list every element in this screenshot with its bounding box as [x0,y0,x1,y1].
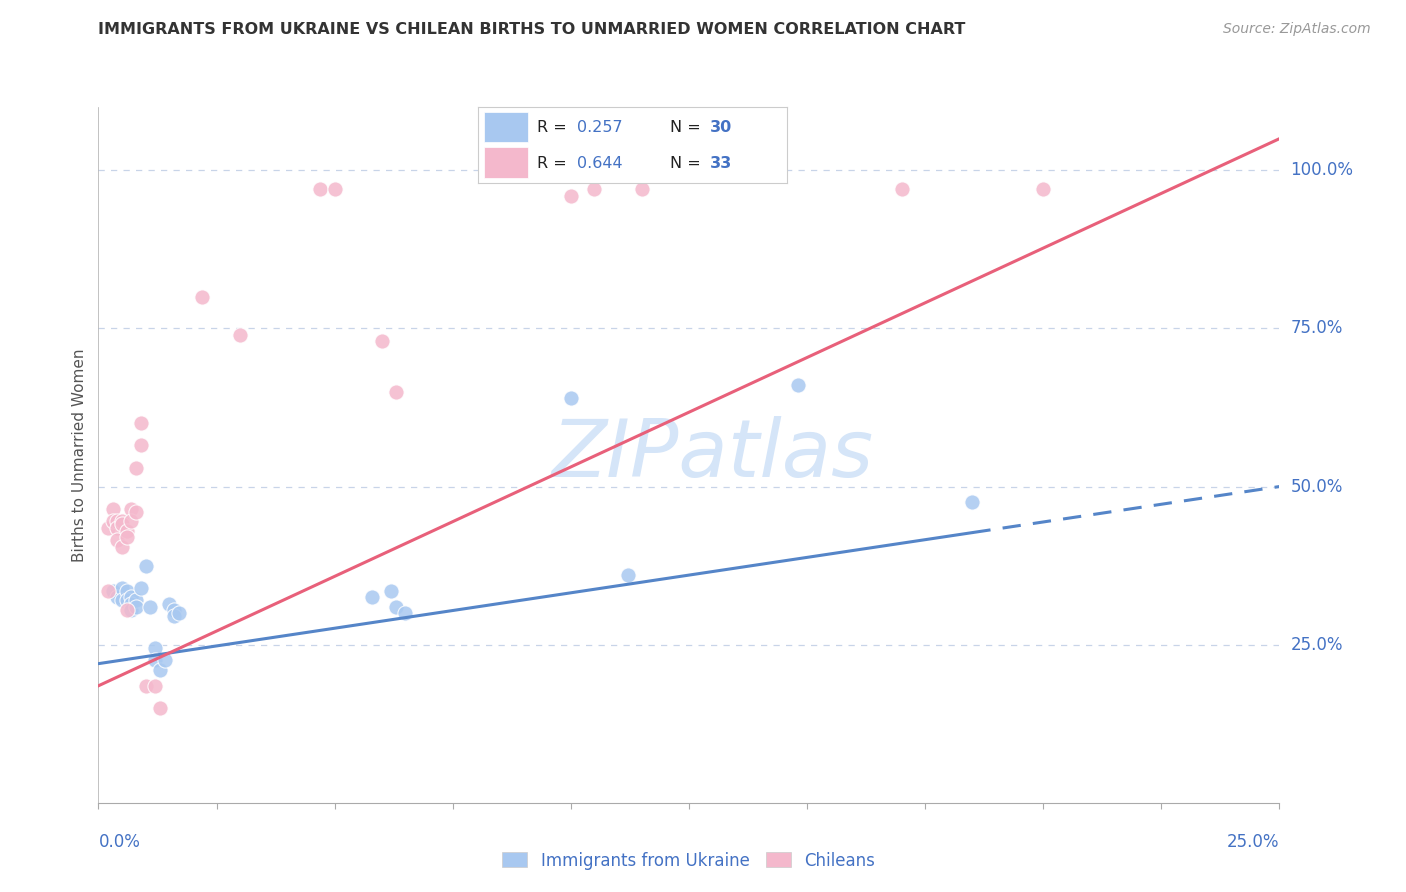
Point [361,591,384,605]
FancyBboxPatch shape [484,112,527,142]
Text: ZIPatlas: ZIPatlas [551,416,873,494]
Point [115,603,138,617]
Point [121,591,143,605]
Point [115,530,138,544]
Point [125,599,148,614]
Point [890,182,912,196]
Point [129,581,152,595]
Point [167,606,190,620]
Point [149,701,172,715]
Text: 33: 33 [710,155,733,170]
Point [630,182,652,196]
Point [163,603,186,617]
Text: N =: N = [669,155,706,170]
Point [121,501,143,516]
Point [129,438,152,452]
Point [139,599,162,614]
Point [97,583,120,598]
Point [121,514,143,528]
Text: 0.644: 0.644 [576,155,623,170]
Point [125,593,148,607]
Text: IMMIGRANTS FROM UKRAINE VS CHILEAN BIRTHS TO UNMARRIED WOMEN CORRELATION CHART: IMMIGRANTS FROM UKRAINE VS CHILEAN BIRTH… [98,22,966,37]
Point [560,188,582,202]
Point [111,517,134,532]
Text: 0.0%: 0.0% [98,833,141,851]
FancyBboxPatch shape [484,147,527,178]
Point [111,581,134,595]
Point [121,603,143,617]
Text: N =: N = [669,120,706,135]
Text: Source: ZipAtlas.com: Source: ZipAtlas.com [1223,22,1371,37]
Point [149,663,172,677]
Point [125,460,148,475]
Point [157,597,180,611]
Point [229,327,252,342]
Point [616,568,638,582]
Point [105,514,128,528]
Point [135,679,157,693]
Text: R =: R = [537,120,572,135]
Point [143,679,166,693]
Point [111,593,134,607]
Point [101,514,124,528]
Point [105,521,128,535]
Point [143,653,166,667]
Point [143,640,166,655]
Point [111,540,134,554]
Text: 25.0%: 25.0% [1291,636,1343,654]
Point [111,514,134,528]
Text: 25.0%: 25.0% [1227,833,1279,851]
Point [385,384,408,399]
Point [97,521,120,535]
Point [105,591,128,605]
Point [115,583,138,598]
Point [1032,182,1054,196]
Point [121,597,143,611]
Point [786,378,808,392]
Text: 50.0%: 50.0% [1291,477,1343,496]
Point [323,182,346,196]
Point [101,583,124,598]
Point [115,524,138,538]
Point [583,182,606,196]
Point [962,495,984,509]
Point [135,558,157,573]
Text: R =: R = [537,155,572,170]
Point [129,417,152,431]
Point [380,583,402,598]
Text: 0.257: 0.257 [576,120,623,135]
Point [115,593,138,607]
Point [560,391,582,405]
Point [125,505,148,519]
Point [105,533,128,548]
Point [385,599,408,614]
Point [394,606,416,620]
Point [163,609,186,624]
Text: 100.0%: 100.0% [1291,161,1354,179]
Point [371,334,394,348]
Legend: Immigrants from Ukraine, Chileans: Immigrants from Ukraine, Chileans [494,843,884,878]
Y-axis label: Births to Unmarried Women: Births to Unmarried Women [72,348,87,562]
Point [191,290,214,304]
Point [101,501,124,516]
Text: 75.0%: 75.0% [1291,319,1343,337]
Point [153,653,176,667]
Point [309,182,332,196]
Text: 30: 30 [710,120,733,135]
